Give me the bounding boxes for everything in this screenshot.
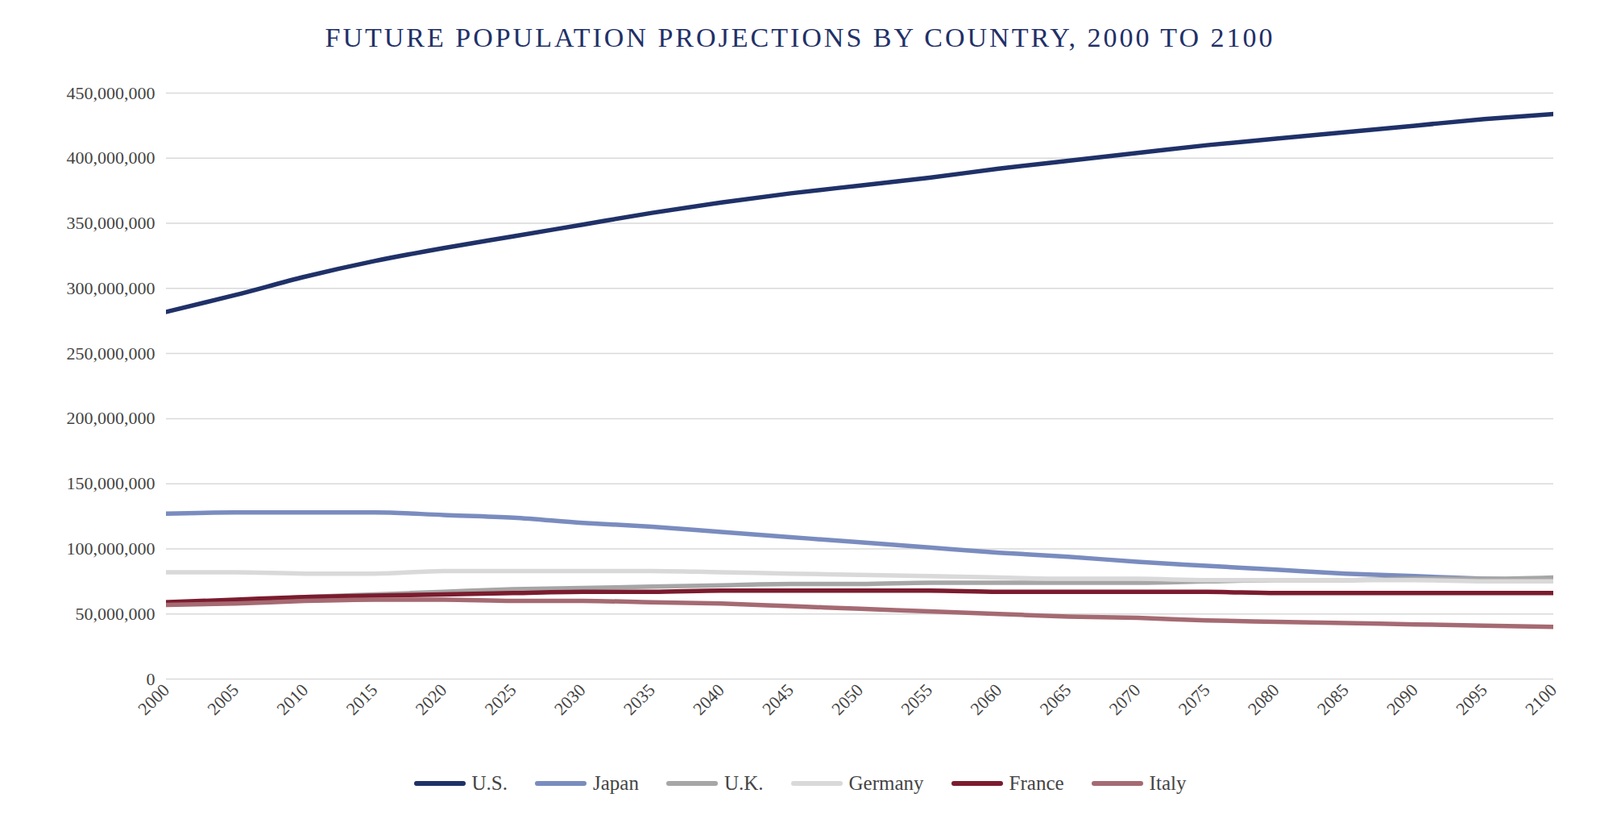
svg-text:2080: 2080 [1243, 679, 1284, 719]
svg-text:2065: 2065 [1036, 679, 1076, 719]
svg-text:0: 0 [146, 668, 156, 689]
svg-text:2070: 2070 [1105, 679, 1145, 719]
svg-text:2095: 2095 [1451, 679, 1492, 719]
svg-text:2030: 2030 [550, 679, 590, 719]
svg-text:2020: 2020 [411, 679, 452, 719]
svg-text:2045: 2045 [758, 679, 798, 719]
svg-text:2040: 2040 [688, 679, 729, 719]
svg-text:2075: 2075 [1174, 679, 1215, 719]
svg-text:100,000,000: 100,000,000 [66, 538, 156, 559]
svg-text:450,000,000: 450,000,000 [66, 82, 156, 104]
svg-text:2035: 2035 [619, 679, 660, 719]
html-text:U.S.: U.S. [471, 771, 508, 794]
svg-text:2060: 2060 [965, 679, 1006, 719]
svg-text:50,000,000: 50,000,000 [75, 603, 156, 624]
svg-text:2050: 2050 [827, 679, 867, 719]
svg-text:300,000,000: 300,000,000 [66, 277, 156, 299]
svg-text:2085: 2085 [1313, 679, 1353, 719]
svg-text:200,000,000: 200,000,000 [66, 407, 156, 428]
html-text:Germany: Germany [848, 771, 924, 794]
svg-text:2005: 2005 [203, 679, 243, 719]
svg-text:2090: 2090 [1382, 679, 1422, 719]
svg-text:2015: 2015 [342, 679, 382, 719]
svg-text:350,000,000: 350,000,000 [66, 212, 156, 233]
svg-text:2000: 2000 [133, 679, 174, 719]
svg-text:2100: 2100 [1521, 679, 1561, 719]
svg-text:2055: 2055 [896, 679, 937, 719]
html-text:Japan: Japan [592, 771, 639, 794]
svg-text:400,000,000: 400,000,000 [66, 147, 156, 168]
html-text:Italy: Italy [1149, 771, 1187, 794]
html-text:FUTURE POPULATION PROJECTIONS: FUTURE POPULATION PROJECTIONS BY COUNTRY… [325, 22, 1275, 53]
svg-text:250,000,000: 250,000,000 [66, 343, 156, 364]
svg-text:150,000,000: 150,000,000 [66, 472, 156, 494]
svg-text:2025: 2025 [480, 679, 521, 719]
svg-text:2010: 2010 [272, 679, 312, 719]
html-text:U.K.: U.K. [724, 771, 764, 794]
html-text:France: France [1009, 771, 1064, 794]
